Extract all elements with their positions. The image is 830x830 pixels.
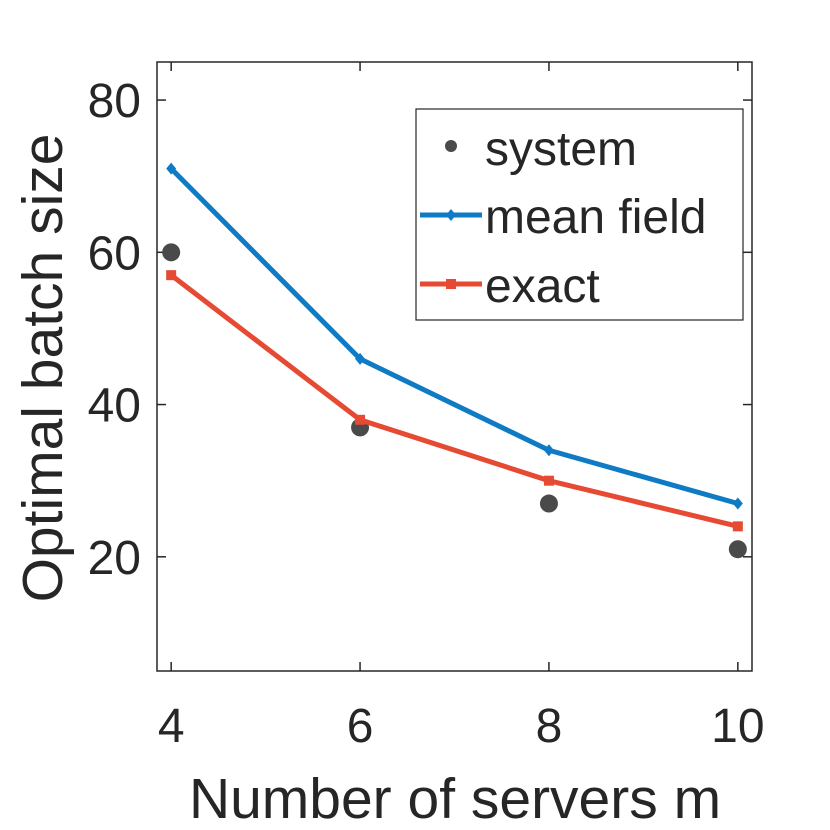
series-mean-field-point bbox=[355, 352, 366, 365]
legend-system-marker bbox=[445, 140, 457, 152]
x-tick-label: 6 bbox=[347, 700, 374, 753]
legend-mean-field-marker bbox=[446, 209, 456, 221]
y-tick-label: 60 bbox=[88, 227, 141, 280]
legend-system-label: system bbox=[485, 123, 637, 176]
x-tick-label: 10 bbox=[711, 700, 764, 753]
series-mean-field-point bbox=[543, 444, 554, 457]
legend-exact-label: exact bbox=[485, 260, 600, 313]
series-exact-line bbox=[169, 273, 739, 529]
series-system-point bbox=[728, 540, 747, 559]
x-axis-label: Number of servers m bbox=[189, 767, 721, 830]
series-exact-point bbox=[543, 475, 554, 486]
series-mean-field-point bbox=[732, 497, 743, 510]
legend-exact-marker bbox=[446, 279, 456, 289]
y-tick-label: 80 bbox=[88, 75, 141, 128]
series-mean-field-point bbox=[166, 162, 177, 175]
series-exact-point bbox=[732, 521, 743, 532]
series-exact-point bbox=[166, 270, 177, 281]
series-exact-point bbox=[355, 414, 366, 425]
y-axis-label: Optimal batch size bbox=[11, 134, 75, 603]
series-mean-field-line bbox=[169, 166, 739, 506]
x-tick-label: 8 bbox=[536, 700, 563, 753]
y-tick-label: 40 bbox=[88, 380, 141, 433]
legend: system mean field exact bbox=[415, 108, 744, 321]
series-system-point bbox=[162, 243, 181, 262]
axis-ticks: 4 6 8 10 20 40 60 80 bbox=[88, 62, 765, 753]
y-tick-label: 20 bbox=[88, 532, 141, 585]
series-system-point bbox=[539, 494, 558, 513]
series-layer bbox=[162, 162, 747, 559]
legend-mean-field-label: mean field bbox=[485, 191, 706, 244]
x-tick-label: 4 bbox=[158, 700, 185, 753]
